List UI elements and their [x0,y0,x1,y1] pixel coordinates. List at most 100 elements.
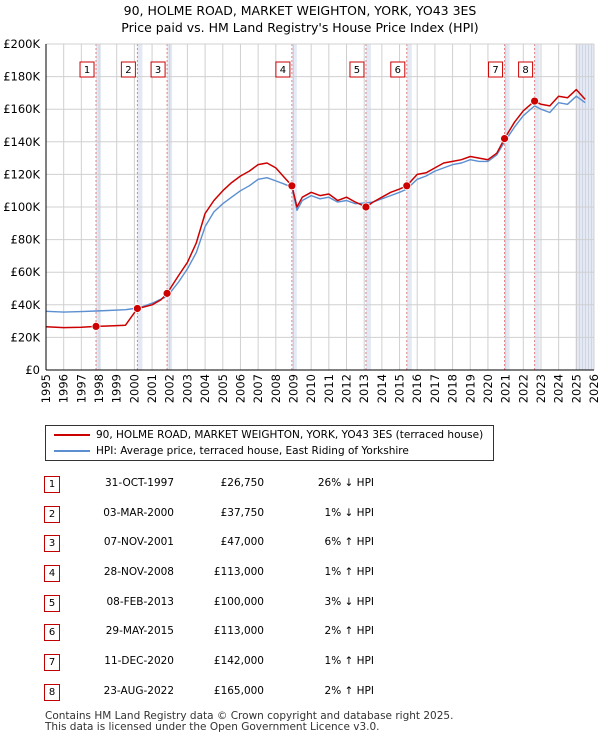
attribution-line-1: Contains HM Land Registry data © Crown c… [45,710,454,722]
sale-date: 29-MAY-2015 [105,625,174,637]
x-tick-label: 1996 [57,374,71,403]
sale-hpi-diff: 2% ↑ HPI [324,625,374,637]
sale-label-box [518,61,534,78]
x-tick-label: 2008 [269,374,283,403]
sale-label-box [120,61,136,78]
x-tick-label: 2012 [340,374,354,403]
sale-number-badge: 4 [44,565,60,582]
sale-number-badge: 6 [44,624,60,641]
sale-hpi-diff: 3% ↓ HPI [324,596,374,608]
sale-price: £142,000 [213,655,264,667]
price-chart: 1 2 3 4 5 6 7 8 £0 £20K £40K £60K £80K £100K £120K £14… [3,37,600,403]
sale-number-badge: 3 [44,535,60,552]
sale-label-box [349,61,365,78]
x-tick-label: 2014 [375,374,389,403]
sale-number-badge: 8 [44,684,60,701]
sale-hpi-diff: 26% ↓ HPI [317,477,374,489]
sale-date: 03-MAR-2000 [103,507,174,519]
table-row: 5 08-FEB-2013 £100,000 3% ↓ HPI [44,594,444,614]
sale-number-badge: 5 [44,595,60,612]
x-tick-label: 2023 [534,374,548,403]
x-tick-label: 2011 [322,374,336,403]
x-tick-label: 1997 [74,374,88,403]
y-tick-label: £80K [11,233,41,247]
y-tick-label: £200K [3,37,40,51]
legend-label-property: 90, HOLME ROAD, MARKET WEIGHTON, YORK, Y… [96,429,484,441]
x-tick-label: 1999 [110,374,124,403]
sale-hpi-diff: 2% ↑ HPI [324,685,374,697]
y-tick-label: £0 [25,363,40,377]
sale-label: 1 [84,65,90,76]
sale-label-box [488,61,504,78]
x-tick-label: 2017 [428,374,442,403]
chart-title-block: 90, HOLME ROAD, MARKET WEIGHTON, YORK, Y… [0,2,600,36]
sale-point [361,202,371,212]
y-tick-label: £140K [3,135,40,149]
x-tick-label: 2015 [393,374,407,403]
legend-swatch-hpi [54,450,90,452]
sale-price: £113,000 [213,625,264,637]
sale-point [132,304,142,313]
x-tick-label: 2010 [304,374,318,403]
table-row: 2 03-MAR-2000 £37,750 1% ↓ HPI [44,505,444,525]
sale-number-badge: 2 [44,506,60,523]
sale-label: 8 [522,65,528,76]
sale-point [402,181,412,191]
legend-swatch-property [54,434,90,436]
sale-label: 5 [354,65,360,76]
x-tick-label: 2013 [357,374,371,403]
table-row: 7 11-DEC-2020 £142,000 1% ↑ HPI [44,653,444,673]
x-tick-label: 2019 [463,374,477,403]
y-tick-label: £120K [3,167,40,181]
x-tick-label: 2006 [233,374,247,403]
y-tick-label: £180K [3,70,40,84]
x-tick-label: 2000 [127,374,141,403]
y-tick-label: £40K [11,298,41,312]
sale-markers: 1 2 3 4 5 6 7 8 [79,61,540,331]
sale-date: 07-NOV-2001 [103,536,174,548]
x-tick-label: 2021 [499,374,513,403]
series-line-hpi [45,95,586,313]
sale-date: 23-AUG-2022 [103,685,174,697]
x-tick-label: 2009 [286,374,300,403]
y-tick-label: £160K [3,102,40,116]
sale-hpi-diff: 6% ↑ HPI [324,536,374,548]
sale-hpi-diff: 1% ↓ HPI [324,507,374,519]
sale-label: 7 [492,65,498,76]
sale-date: 28-NOV-2008 [103,566,174,578]
sale-number-badge: 1 [44,476,60,493]
x-tick-label: 2022 [516,374,530,403]
sale-price: £100,000 [213,596,264,608]
sale-price: £26,750 [220,477,264,489]
sale-price: £47,000 [220,536,264,548]
x-tick-label: 2020 [481,374,495,403]
chart-subtitle: Price paid vs. HM Land Registry's House … [121,20,479,35]
legend-label-hpi: HPI: Average price, terraced house, East… [96,445,409,457]
x-tick-label: 1998 [92,374,106,403]
x-tick-label: 1995 [39,374,53,403]
y-tick-label: £20K [11,330,41,344]
sale-hpi-diff: 1% ↑ HPI [324,655,374,667]
chart-axes: £0 £20K £40K £60K £80K £100K £120K £140K £160K £1… [3,37,600,403]
sale-hpi-diff: 1% ↑ HPI [324,566,374,578]
attribution-line-2: This data is licensed under the Open Gov… [45,721,380,733]
sale-number-badge: 7 [44,654,60,671]
sale-label: 2 [125,65,131,76]
x-tick-label: 2002 [163,374,177,403]
sale-label-box [275,61,291,78]
sale-label-box [79,61,95,78]
sale-label-box [150,61,166,78]
x-tick-label: 2007 [251,374,265,403]
x-tick-label: 2018 [446,374,460,403]
x-tick-label: 2005 [216,374,230,403]
chart-legend: 90, HOLME ROAD, MARKET WEIGHTON, YORK, Y… [45,425,494,461]
x-tick-label: 2003 [180,374,194,403]
sale-date: 08-FEB-2013 [106,596,174,608]
table-row: 3 07-NOV-2001 £47,000 6% ↑ HPI [44,534,444,554]
sale-label: 3 [155,65,161,76]
x-tick-label: 2016 [410,374,424,403]
sale-price: £37,750 [220,507,264,519]
sale-date: 11-DEC-2020 [104,655,174,667]
x-tick-label: 2004 [198,374,212,403]
sale-price: £165,000 [213,685,264,697]
